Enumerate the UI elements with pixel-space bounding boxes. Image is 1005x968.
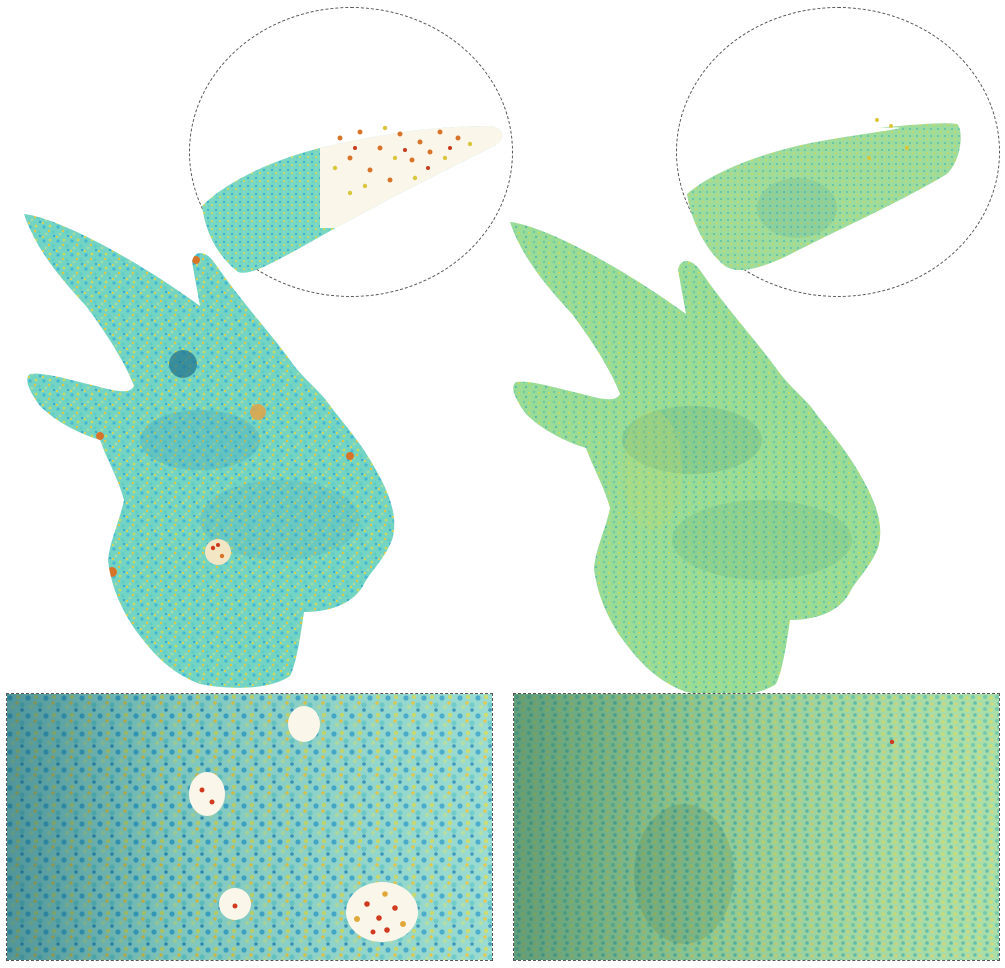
surface-closeup-left: [7, 694, 492, 960]
right-goat-point-cloud: [510, 222, 881, 696]
surface-closeup-rect-inset: [513, 693, 1000, 961]
left-point-cloud-panel: [0, 0, 513, 968]
horn-tip-circle-inset: [189, 7, 513, 297]
horn-tip-closeup: [202, 125, 503, 273]
right-point-cloud-panel: [502, 0, 1005, 968]
horn-tip-circle-inset: [676, 7, 1000, 297]
hole-patch: [205, 539, 231, 565]
horn-tip-closeup: [687, 118, 961, 271]
surface-closeup-right: [514, 694, 999, 960]
surface-closeup-rect-inset: [6, 693, 493, 961]
